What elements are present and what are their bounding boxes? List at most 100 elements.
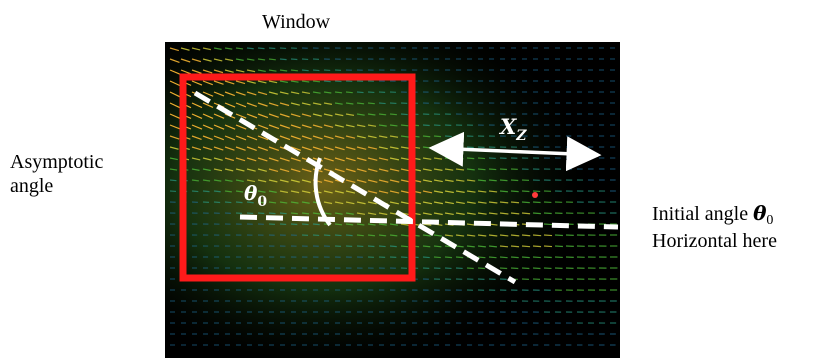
velocity-vector [378, 234, 387, 237]
velocity-vector [290, 190, 300, 194]
velocity-vector [422, 212, 432, 216]
velocity-vector [235, 146, 246, 151]
velocity-vector [235, 80, 246, 85]
velocity-vector [400, 201, 411, 205]
velocity-vector [312, 146, 323, 151]
velocity-vector [499, 179, 508, 182]
velocity-vector [367, 212, 377, 216]
velocity-vector [345, 234, 353, 237]
velocity-vector [213, 157, 223, 161]
velocity-vector [367, 234, 376, 237]
velocity-vector [499, 245, 509, 248]
velocity-vector [169, 157, 178, 161]
velocity-vector [290, 102, 300, 106]
velocity-vector [356, 135, 366, 139]
velocity-vector [191, 58, 202, 63]
velocity-vector [400, 234, 409, 237]
velocity-vector [477, 190, 487, 193]
velocity-vector [422, 179, 433, 183]
velocity-vector [290, 124, 301, 129]
velocity-vector [224, 69, 234, 73]
velocity-vector [422, 124, 430, 127]
velocity-vector [224, 91, 235, 97]
velocity-vector [543, 245, 553, 248]
velocity-vector [521, 234, 531, 237]
velocity-vector [224, 135, 236, 141]
velocity-vector [356, 201, 366, 205]
velocity-vector [290, 135, 302, 140]
velocity-vector [202, 146, 213, 151]
velocity-vector [202, 47, 212, 51]
velocity-vector [334, 113, 344, 117]
velocity-vector [499, 212, 509, 215]
velocity-vector [345, 179, 356, 184]
velocity-vector [268, 201, 277, 204]
velocity-vector [213, 190, 221, 193]
velocity-vector [290, 201, 299, 204]
velocity-vector [213, 47, 222, 50]
velocity-vector [257, 124, 269, 130]
velocity-vector [301, 201, 310, 204]
velocity-vector [191, 179, 199, 182]
velocity-vector [367, 124, 377, 127]
velocity-vector [466, 190, 476, 193]
velocity-vector [389, 168, 400, 172]
velocity-vector [268, 80, 278, 84]
velocity-vector [235, 58, 244, 61]
velocity-vector [235, 91, 246, 96]
velocity-vector [477, 267, 485, 270]
velocity-vector [510, 201, 520, 204]
xz-double-arrow [428, 131, 602, 172]
velocity-vector [301, 190, 311, 194]
velocity-vector [323, 146, 334, 151]
velocity-vector [356, 91, 364, 94]
velocity-vector [235, 190, 244, 193]
velocity-vector [345, 91, 353, 94]
velocity-vector [543, 223, 552, 226]
velocity-vector [290, 157, 301, 162]
velocity-vector [235, 47, 244, 50]
velocity-vector [422, 256, 430, 259]
velocity-vector [433, 190, 444, 194]
velocity-vector [389, 234, 398, 237]
velocity-vector [356, 146, 367, 150]
velocity-vector [169, 58, 180, 63]
velocity-vector [455, 245, 464, 248]
velocity-vector [433, 179, 443, 183]
velocity-vector [224, 58, 234, 62]
velocity-vector [345, 113, 355, 116]
velocity-vector [378, 124, 387, 127]
velocity-vector [334, 190, 344, 194]
velocity-vector [235, 113, 247, 119]
velocity-vector [499, 267, 508, 270]
velocity-vector [400, 113, 408, 116]
velocity-vector [191, 80, 203, 86]
velocity-vector [334, 91, 343, 94]
velocity-vector [400, 245, 408, 248]
velocity-vector [301, 69, 309, 72]
velocity-vector [268, 190, 277, 193]
horizontal-here-label: Horizontal here [652, 230, 777, 252]
velocity-vector [257, 179, 267, 183]
velocity-vector [488, 245, 498, 248]
velocity-vector [444, 234, 454, 237]
velocity-vector [312, 69, 320, 72]
velocity-vector [202, 91, 214, 97]
velocity-vector [356, 124, 366, 128]
velocity-vector [488, 179, 497, 182]
velocity-vector [246, 135, 258, 141]
velocity-vector [268, 47, 276, 50]
velocity-vector [202, 135, 213, 141]
velocity-vector [191, 47, 201, 51]
velocity-vector [246, 113, 258, 119]
velocity-vector [257, 113, 269, 119]
velocity-vector [169, 146, 179, 150]
velocity-vector [378, 245, 386, 248]
velocity-vector [356, 113, 365, 116]
velocity-vector [356, 102, 365, 105]
velocity-vector [235, 69, 245, 73]
velocity-vector [301, 212, 310, 215]
velocity-vector [378, 168, 389, 172]
velocity-vector [488, 256, 497, 259]
velocity-vector [532, 234, 542, 237]
